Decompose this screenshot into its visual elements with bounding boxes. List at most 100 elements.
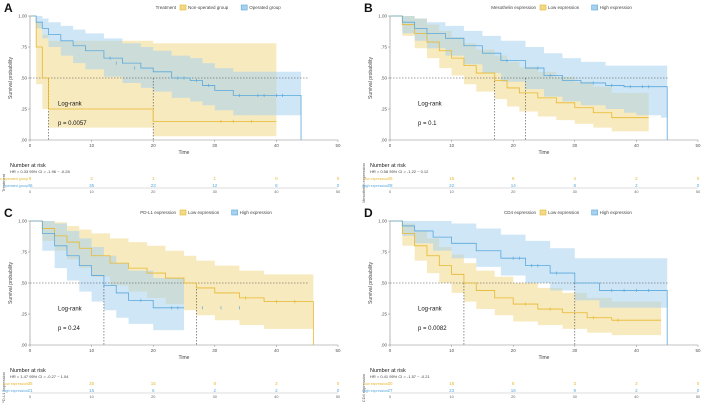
survival-curve-1 bbox=[390, 220, 668, 345]
risk-x-tick-label: 30 bbox=[573, 395, 577, 399]
legend: CD4 expression Low expression High express… bbox=[504, 209, 632, 216]
legend-label-1: High expression bbox=[600, 5, 633, 10]
risk-x-tick-label: 0 bbox=[29, 190, 31, 194]
y-tick-label: .00 bbox=[21, 138, 28, 143]
panel-letter: D bbox=[364, 206, 373, 220]
risk-value: 8 bbox=[512, 176, 515, 181]
risk-row-name: Non-operated group bbox=[0, 177, 28, 181]
risk-value: 1 bbox=[152, 176, 155, 181]
panel-b: B Mesothelin expression Low expression High… bbox=[361, 1, 701, 203]
x-tick-label: 0 bbox=[389, 348, 392, 353]
y-tick-label: .50 bbox=[381, 281, 388, 286]
x-tick-label: 30 bbox=[572, 348, 578, 353]
risk-value: 2 bbox=[275, 388, 278, 393]
x-axis-title: Time bbox=[539, 150, 550, 156]
risk-value: 21 bbox=[27, 388, 33, 393]
legend-swatch-1 bbox=[591, 4, 598, 11]
survival-curve-0 bbox=[30, 15, 277, 122]
risk-value: 2 bbox=[90, 176, 93, 181]
legend-swatch-0 bbox=[539, 209, 547, 216]
legend-swatch-0 bbox=[179, 209, 187, 216]
x-tick-label: 20 bbox=[511, 348, 517, 353]
risk-value: 2 bbox=[635, 388, 638, 393]
x-tick-label: 10 bbox=[89, 348, 95, 353]
legend-swatch-1 bbox=[240, 4, 248, 11]
risk-row-name: Low expression bbox=[3, 382, 28, 386]
x-tick-label: 40 bbox=[274, 143, 280, 148]
risk-x-tick-label: 10 bbox=[89, 190, 93, 194]
risk-value: 0 bbox=[337, 381, 340, 386]
y-tick-label: .25 bbox=[21, 312, 28, 317]
risk-value: 2 bbox=[635, 176, 638, 181]
x-axis-title: Time bbox=[539, 355, 550, 361]
panel-d: D CD4 expression Low expression High expres… bbox=[361, 206, 701, 402]
y-tick-label: 1.00 bbox=[18, 219, 27, 224]
y-tick-label: 1.00 bbox=[378, 14, 387, 19]
survival-curve-1 bbox=[30, 15, 302, 140]
risk-value: 15 bbox=[449, 176, 455, 181]
x-tick-label: 50 bbox=[335, 143, 341, 148]
survival-curve-0 bbox=[390, 15, 649, 119]
x-tick-label: 50 bbox=[695, 143, 701, 148]
risk-value: 0 bbox=[697, 183, 700, 188]
x-tick-label: 10 bbox=[449, 348, 455, 353]
risk-x-tick-label: 10 bbox=[449, 395, 453, 399]
y-axis-title: Survival probability bbox=[8, 57, 14, 99]
x-tick-label: 30 bbox=[572, 143, 578, 148]
risk-value: 2 bbox=[275, 381, 278, 386]
risk-value: 27 bbox=[387, 388, 393, 393]
survival-curve-0 bbox=[30, 220, 314, 345]
hr-text: HR = 1.47 95% CI = -0.27 ~ 1.04 bbox=[10, 374, 69, 379]
y-tick-label: .75 bbox=[21, 45, 28, 50]
risk-value: 28 bbox=[387, 183, 393, 188]
legend-label-1: Operated group bbox=[249, 5, 281, 10]
risk-table-title: Number at risk bbox=[10, 163, 46, 169]
risk-value: 8 bbox=[574, 183, 577, 188]
risk-value: 4 bbox=[574, 176, 577, 181]
risk-x-tick-label: 50 bbox=[696, 190, 700, 194]
risk-value: 18 bbox=[449, 381, 455, 386]
risk-value: 0 bbox=[337, 388, 340, 393]
survival-curve-0 bbox=[390, 220, 662, 321]
risk-x-tick-label: 30 bbox=[213, 190, 217, 194]
risk-value: 2 bbox=[635, 381, 638, 386]
risk-value: 46 bbox=[27, 183, 33, 188]
risk-value: 35 bbox=[27, 381, 33, 386]
risk-value: 0 bbox=[337, 183, 340, 188]
risk-x-tick-label: 30 bbox=[573, 190, 577, 194]
risk-value: 30 bbox=[387, 381, 393, 386]
log-rank-label: Log-rank bbox=[418, 306, 443, 312]
risk-value: 0 bbox=[697, 176, 700, 181]
legend-title: Treatment bbox=[156, 5, 177, 10]
legend-swatch-1 bbox=[231, 209, 238, 216]
p-value-label: p = 0.1 bbox=[418, 121, 437, 127]
risk-value: 14 bbox=[511, 183, 517, 188]
risk-x-tick-label: 0 bbox=[29, 395, 31, 399]
x-tick-label: 40 bbox=[274, 348, 280, 353]
y-tick-label: .25 bbox=[381, 107, 388, 112]
risk-value: 2 bbox=[214, 388, 217, 393]
panel-letter: A bbox=[4, 1, 13, 15]
risk-x-tick-label: 50 bbox=[696, 395, 700, 399]
risk-x-tick-label: 50 bbox=[336, 190, 340, 194]
x-tick-label: 40 bbox=[634, 348, 640, 353]
p-value-label: p = 0.24 bbox=[58, 326, 81, 332]
risk-table-ylabel: PD-L1 expression bbox=[1, 372, 6, 403]
risk-row-name: Operated group bbox=[3, 184, 28, 188]
hr-text: HR = 0.41 95% CI = -1.57 ~ -0.21 bbox=[370, 374, 430, 379]
log-rank-label: Log-rank bbox=[58, 306, 83, 312]
risk-row-name: High expression bbox=[362, 184, 388, 188]
hr-text: HR = 0.33 95% CI = -1.96 ~ -0.28 bbox=[10, 169, 70, 174]
x-tick-label: 10 bbox=[89, 143, 95, 148]
risk-table-ylabel: Mesothelin expression bbox=[361, 163, 366, 203]
legend-label-0: Low expression bbox=[548, 5, 580, 10]
risk-table-ylabel: CD4 expression bbox=[361, 374, 366, 402]
survival-curve-1 bbox=[390, 15, 668, 140]
y-tick-label: 1.00 bbox=[18, 14, 27, 19]
x-tick-label: 0 bbox=[29, 143, 32, 148]
x-tick-label: 20 bbox=[151, 348, 157, 353]
